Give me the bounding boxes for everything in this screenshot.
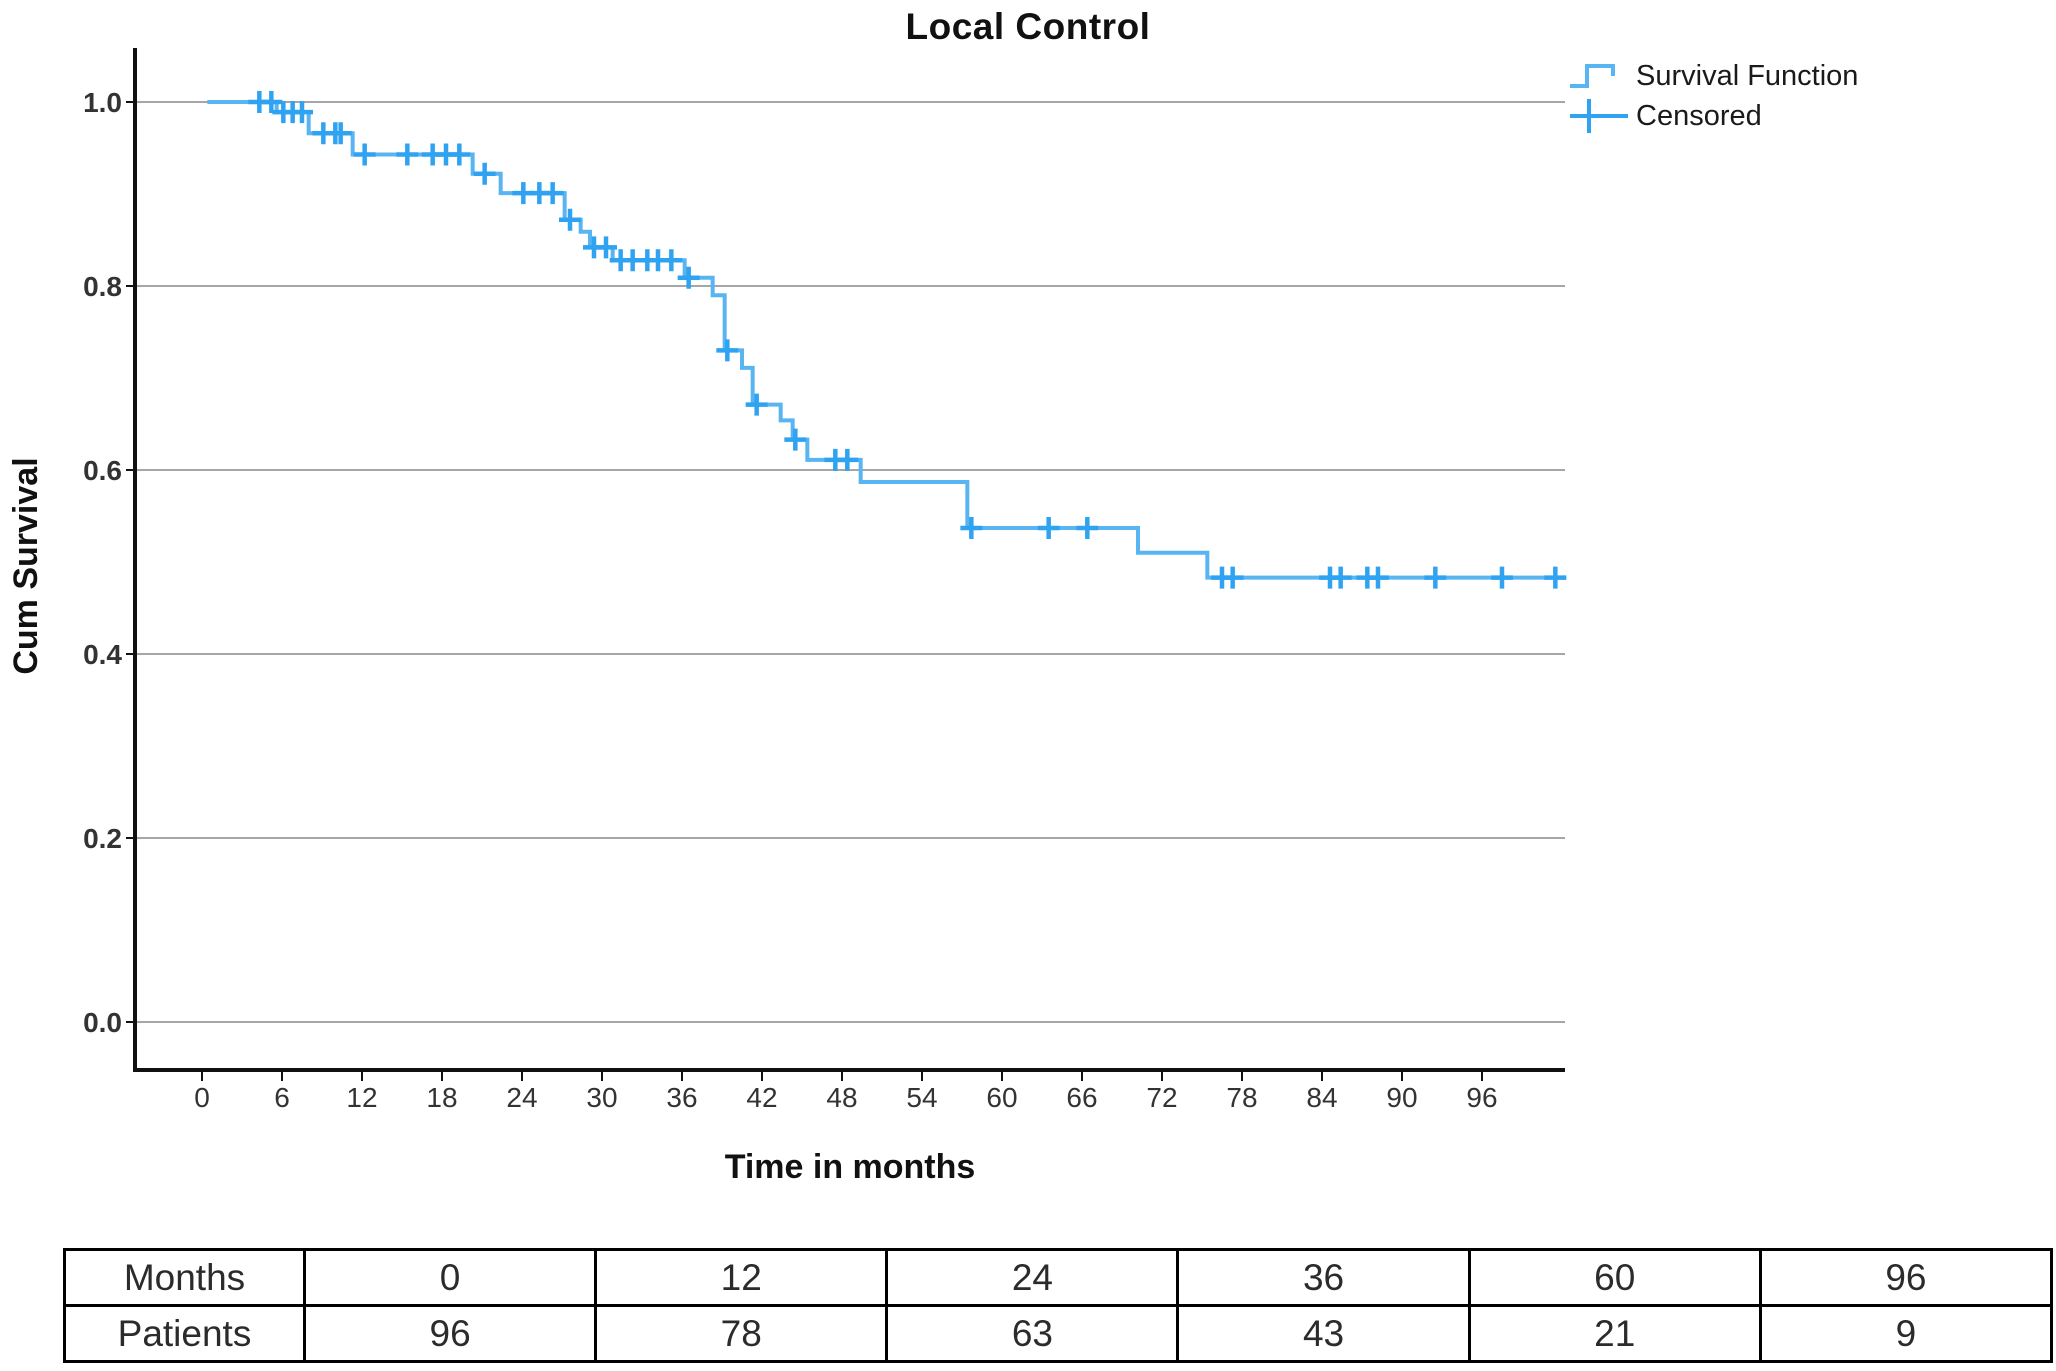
months-row: Months 0 12 24 36 60 96: [63, 1248, 2054, 1307]
legend: Survival Function Censored: [1568, 57, 1858, 135]
x-tick-label: 12: [346, 1082, 377, 1113]
x-tick-label: 24: [506, 1082, 537, 1113]
patients-at-risk-table: Months 0 12 24 36 60 96 Patients 96 78 63 43 21 9: [63, 1248, 2054, 1363]
legend-item-censored: Censored: [1568, 97, 1858, 135]
censor-mark: [291, 101, 313, 124]
survival-chart-canvas: 1.0 0.8 0.6 0.4 0.2 0.0 0 6 12 18 24 30 36 42 48 54 60 66…: [83, 48, 1567, 1113]
censor-mark: [745, 393, 768, 416]
x-axis-title: Time in months: [724, 1148, 976, 1186]
x-tick-label: 6: [274, 1082, 290, 1113]
censor-mark: [541, 182, 564, 205]
censor-mark: [1037, 516, 1060, 539]
table-cell: 96: [302, 1304, 598, 1363]
x-tick-label: 36: [666, 1082, 697, 1113]
censor-mark: [1424, 566, 1447, 589]
x-tick-label: 54: [906, 1082, 937, 1113]
table-row-header: Months: [63, 1248, 306, 1307]
table-cell: 0: [302, 1248, 598, 1307]
table-cell: 12: [594, 1248, 889, 1307]
x-tick-label: 66: [1066, 1082, 1097, 1113]
plus-line-icon: [1570, 99, 1628, 133]
x-tick-label: 42: [746, 1082, 777, 1113]
table-cell: 36: [1176, 1248, 1471, 1307]
censor-mark: [594, 236, 617, 259]
legend-item-survival-function: Survival Function: [1568, 57, 1858, 95]
censor-mark: [1367, 566, 1389, 589]
patients-row: Patients 96 78 63 43 21 9: [63, 1304, 2054, 1363]
censor-mark: [473, 162, 496, 185]
censor-mark: [396, 143, 419, 166]
chart-title: Local Control: [905, 6, 1151, 47]
censor-mark: [1544, 566, 1567, 589]
legend-label-survival: Survival Function: [1636, 59, 1859, 92]
censor-mark: [677, 266, 700, 289]
y-tick-label: 0.6: [83, 455, 122, 486]
y-tick-label: 0.4: [83, 639, 122, 670]
y-tick-label: 1.0: [83, 87, 122, 118]
y-tick-label: 0.8: [83, 271, 122, 302]
table-cell: 63: [885, 1304, 1180, 1363]
censor-mark: [836, 448, 859, 471]
censor-mark: [716, 339, 739, 362]
censor-mark: [1076, 516, 1099, 539]
censor-mark: [1329, 566, 1352, 589]
censor-mark: [784, 428, 807, 451]
censor-mark: [660, 249, 683, 272]
x-tick-label: 18: [426, 1082, 457, 1113]
x-tick-label: 78: [1226, 1082, 1257, 1113]
table-cell: 78: [594, 1304, 889, 1363]
step-line-icon: [1570, 64, 1615, 88]
table-cell: 60: [1467, 1248, 1762, 1307]
table-cell: 24: [885, 1248, 1180, 1307]
x-tick-label: 90: [1386, 1082, 1417, 1113]
censor-mark: [558, 208, 581, 231]
x-tick-label: 84: [1306, 1082, 1337, 1113]
censor-mark: [353, 143, 376, 166]
censor-mark: [1221, 566, 1244, 589]
censor-mark: [329, 122, 352, 145]
table-cell: 21: [1467, 1304, 1762, 1363]
x-tick-label: 30: [586, 1082, 617, 1113]
table-cell: 96: [1758, 1248, 2054, 1307]
y-tick-label: 0.2: [83, 823, 122, 854]
x-tick-label: 96: [1466, 1082, 1497, 1113]
x-tick-label: 48: [826, 1082, 857, 1113]
x-tick-label: 0: [194, 1082, 210, 1113]
censor-mark: [1491, 566, 1513, 589]
table-cell: 43: [1176, 1304, 1471, 1363]
survival-curve: [207, 100, 1566, 580]
x-tick-label: 60: [986, 1082, 1017, 1113]
table-row-header: Patients: [63, 1304, 306, 1363]
x-tick-label: 72: [1146, 1082, 1177, 1113]
y-axis-title: Cum Survival: [7, 457, 45, 675]
censor-mark: [260, 91, 283, 113]
table-cell: 9: [1758, 1304, 2054, 1363]
y-tick-label: 0.0: [83, 1007, 122, 1038]
censor-mark: [960, 516, 983, 539]
censor-mark: [448, 143, 471, 166]
legend-label-censored: Censored: [1636, 99, 1762, 132]
